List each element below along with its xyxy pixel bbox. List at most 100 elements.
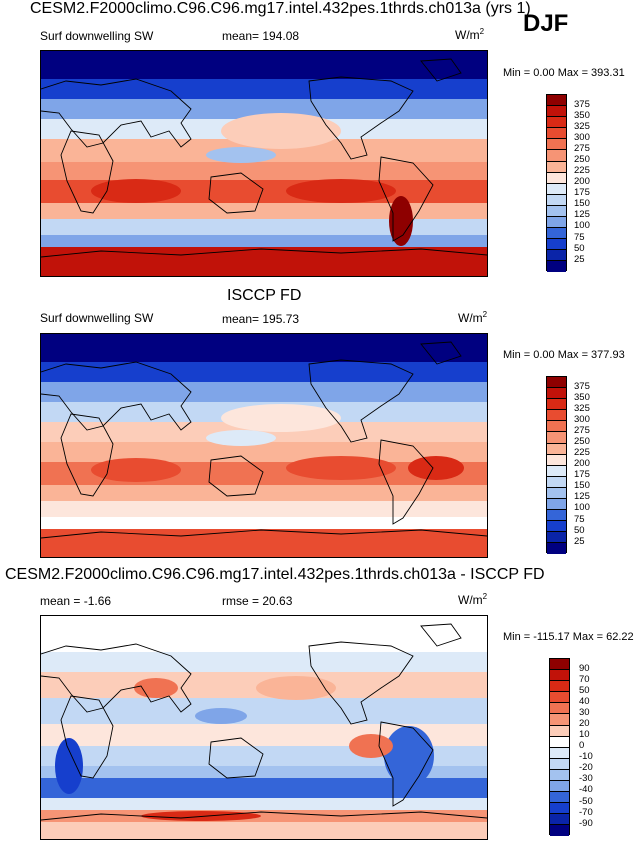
panel2-coast-africa (60, 413, 114, 497)
panel1-band (41, 235, 487, 249)
panel2-tick: 75 (574, 514, 585, 525)
panel3-mean-label: mean = -1.66 (40, 594, 112, 608)
panel2-band (41, 334, 487, 364)
panel1-coast-south-america (378, 156, 434, 242)
panel2-units-sup: 2 (482, 310, 488, 319)
panel1-colorbar-swatch (547, 117, 566, 129)
panel3-colorbar-swatch (550, 703, 569, 715)
panel2-coast-south-america (378, 439, 434, 525)
panel1-tick: 350 (574, 110, 590, 121)
panel1-tick: 125 (574, 209, 590, 220)
panel2-band (41, 529, 487, 557)
panel2-colorbar-swatch (547, 399, 566, 411)
panel2-tick: 350 (574, 392, 590, 403)
panel2-coast-greenland (420, 341, 462, 365)
panel3-blob-subtropics-warm (349, 734, 393, 758)
panel2-minmax-label: Min = 0.00 Max = 377.93 (503, 349, 625, 361)
panel3-colorbar-swatch (550, 747, 569, 759)
panel1-coastlines (41, 58, 487, 258)
panel1-tick: 225 (574, 165, 590, 176)
panel3-units-sup: 2 (482, 592, 488, 601)
panel2-blob-maritime-continent (206, 430, 276, 446)
panel2-map-svg (41, 334, 487, 557)
panel1-band (41, 51, 487, 81)
panel1-units-sup: 2 (479, 27, 485, 36)
panel1-units-label: W/m2 (455, 27, 484, 42)
panel2-colorbar-swatch (547, 410, 566, 422)
panel1-colorbar-swatch (547, 161, 566, 173)
panel2-tick: 275 (574, 425, 590, 436)
panel3-tick: 70 (579, 674, 590, 685)
panel3-band (41, 652, 487, 672)
panel3-coast-greenland (420, 623, 462, 647)
panel3-tick: -70 (579, 807, 593, 818)
panel1-minmax-label: Min = 0.00 Max = 393.31 (503, 67, 625, 79)
panel3-colorbar-swatch (550, 670, 569, 682)
panel2-coast-north-america (308, 359, 414, 443)
panel2-blob-indian-ocean (91, 458, 181, 482)
panel1-band (41, 203, 487, 221)
panel2-band (41, 362, 487, 384)
panel3-title: CESM2.F2000climo.C96.C96.mg17.intel.432p… (5, 566, 545, 583)
panel1-coast-africa (60, 130, 114, 214)
panel1-tick: 150 (574, 198, 590, 209)
panel1-blob-south-pacific (286, 179, 396, 203)
panel3-colorbar-swatch (550, 659, 569, 671)
panel3-colorbar-swatch (550, 714, 569, 726)
panel1-map-svg (41, 51, 487, 276)
panel1-tick: 175 (574, 187, 590, 198)
panel3-tick: -30 (579, 773, 593, 784)
panel2-colorbar-swatch (547, 499, 566, 511)
panel1-colorbar-swatch (547, 106, 566, 118)
panel3-map (40, 615, 488, 840)
panel3-blob-south-america-cool (384, 726, 434, 786)
panel2-colorbar (546, 376, 567, 554)
panel1-blob-pacific (221, 113, 341, 149)
panel3-blob-asia-warm (134, 678, 178, 698)
panel1-band (41, 79, 487, 101)
panel3-colorbar-swatch (550, 725, 569, 737)
panel2-units-label: W/m2 (458, 310, 487, 325)
panel1-band (41, 219, 487, 237)
panel1-tick: 75 (574, 232, 585, 243)
panel2-blob-south-pacific (286, 456, 396, 480)
panel2-colorbar-swatch (547, 421, 566, 433)
panel2-colorbar-swatch (547, 543, 566, 554)
panel3-tick: 90 (579, 663, 590, 674)
panel1-tick: 325 (574, 121, 590, 132)
panel2-tick: 25 (574, 536, 585, 547)
panel2-band (41, 501, 487, 519)
panel3-coast-antarctica (41, 811, 487, 821)
panel3-tick: -40 (579, 784, 593, 795)
panel3-tick: 50 (579, 685, 590, 696)
panel3-units-label: W/m2 (458, 592, 487, 607)
panel1-colorbar-swatch (547, 205, 566, 218)
panel2-mean-label: mean= 195.73 (222, 312, 300, 326)
panel1-variable-label: Surf downwelling SW (40, 29, 154, 43)
panel2-map (40, 333, 488, 558)
panel1-colorbar-swatch (547, 139, 566, 151)
panel2-colorbar-swatch (547, 532, 566, 544)
panel2-colorbar-swatch (547, 432, 566, 444)
panel3-colorbar-swatch (550, 736, 569, 748)
panel1-band (41, 162, 487, 182)
panel3-blob-antarctic-warm (141, 811, 261, 821)
panel3-minmax-label: Min = -115.17 Max = 62.22 (503, 631, 634, 643)
panel1-colorbar-swatch (547, 128, 566, 140)
panel3-colorbar-swatch (550, 692, 569, 704)
panel1-units-text: W/m (455, 28, 480, 42)
panel2-tick: 50 (574, 525, 585, 536)
panel3-colorbar-swatch (550, 681, 569, 693)
panel1-coast-australia (208, 172, 264, 214)
panel2-colorbar-swatch (547, 476, 566, 488)
panel2-blob-south-atlantic (408, 456, 464, 480)
panel2-tick: 250 (574, 436, 590, 447)
panel2-colorbar-swatch (547, 487, 566, 500)
panel3-colorbar-swatch (550, 758, 569, 770)
panel1-colorbar-swatch (547, 239, 566, 251)
panel1-band (41, 99, 487, 121)
panel3-colorbar-swatch (550, 814, 569, 826)
panel3-band (41, 822, 487, 839)
panel2-coast-eurasia (41, 361, 192, 431)
panel3-map-svg (41, 616, 487, 839)
